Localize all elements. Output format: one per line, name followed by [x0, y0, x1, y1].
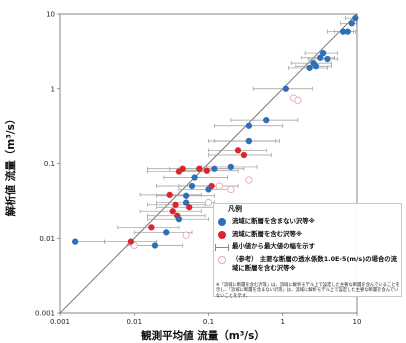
legend-title: 凡例 — [228, 205, 242, 213]
point-no-fault — [191, 174, 198, 181]
y-tick-label: 0.1 — [44, 160, 55, 168]
point-no-fault — [163, 229, 170, 236]
x-tick-label: 0.1 — [203, 318, 214, 326]
y-tick-label: 0.01 — [39, 235, 55, 243]
point-no-fault — [211, 165, 218, 172]
point-no-fault — [352, 14, 359, 22]
point-with-fault — [172, 201, 179, 208]
point-no-fault — [72, 238, 79, 245]
point-no-fault — [175, 216, 183, 223]
legend: 凡例 流域に断層を含まない沢等※ 流域に断層を含む沢等※ 最小値から最大値の幅を… — [213, 203, 402, 297]
point-reference — [294, 96, 302, 104]
y-tick-label: 0.001 — [35, 310, 55, 318]
x-tick-label: 10 — [353, 318, 362, 326]
point-no-fault — [245, 137, 253, 145]
point-with-fault — [179, 165, 186, 172]
point-no-fault — [245, 122, 253, 129]
point-reference — [245, 176, 253, 184]
point-with-fault — [240, 151, 248, 159]
point-reference — [215, 182, 224, 190]
y-tick-label: 1 — [51, 85, 55, 93]
point-with-fault — [169, 208, 176, 215]
point-with-fault — [186, 204, 193, 211]
point-no-fault — [348, 20, 355, 27]
red-dot-icon — [218, 231, 226, 239]
point-no-fault — [324, 55, 331, 63]
point-no-fault — [319, 49, 327, 57]
point-with-fault — [127, 238, 135, 245]
diagonal-line — [59, 13, 358, 314]
point-no-fault — [306, 64, 313, 72]
x-tick-label: 1 — [281, 318, 285, 326]
legend-label-red: 流域に断層を含む沢等※ — [232, 230, 303, 238]
blue-dot-icon — [218, 218, 226, 226]
point-no-fault — [312, 63, 320, 70]
legend-label-blue: 流域に断層を含まない沢等※ — [232, 217, 315, 225]
x-tick-label: 0.001 — [50, 318, 70, 326]
y-tick-label: 10 — [46, 11, 55, 19]
point-no-fault — [205, 186, 212, 193]
range-bar-icon — [215, 243, 229, 251]
open-circle-icon — [218, 256, 226, 264]
point-with-fault — [196, 165, 203, 172]
y-axis-label: 解析値 流量（m³/s） — [4, 114, 17, 218]
point-no-fault — [317, 54, 324, 61]
point-with-fault — [148, 224, 155, 231]
point-with-fault — [203, 167, 210, 174]
legend-label-range: 最小値から最大値の幅を示す — [232, 242, 316, 250]
point-with-fault — [166, 191, 173, 199]
point-with-fault — [234, 147, 242, 154]
point-no-fault — [182, 192, 190, 199]
point-no-fault — [344, 28, 351, 35]
point-no-fault — [151, 242, 159, 249]
legend-label-reference: （参考） 主要な断層の透水係数1.0E-5(m/s)の場合の流域に断層を含む沢等… — [232, 255, 398, 272]
data-points — [72, 14, 359, 250]
point-reference — [182, 231, 190, 239]
point-no-fault — [282, 85, 289, 92]
point-reference — [227, 185, 235, 194]
point-reference — [204, 198, 213, 207]
point-no-fault — [227, 163, 235, 171]
axis-ticks: 0.001 0.01 0.1 1 10 0.001 0.01 0.1 1 10 — [35, 11, 362, 327]
point-no-fault — [182, 199, 190, 206]
x-tick-label: 0.01 — [126, 318, 142, 326]
x-axis-label: 観測平均値 流量（m³/s） — [141, 329, 265, 342]
point-no-fault — [188, 182, 196, 190]
point-no-fault — [263, 117, 270, 124]
footnote: ※「流域に断層を含む沢等」は、流域に解析モデル上で設定した主要な断層を含んでいる… — [216, 283, 400, 299]
